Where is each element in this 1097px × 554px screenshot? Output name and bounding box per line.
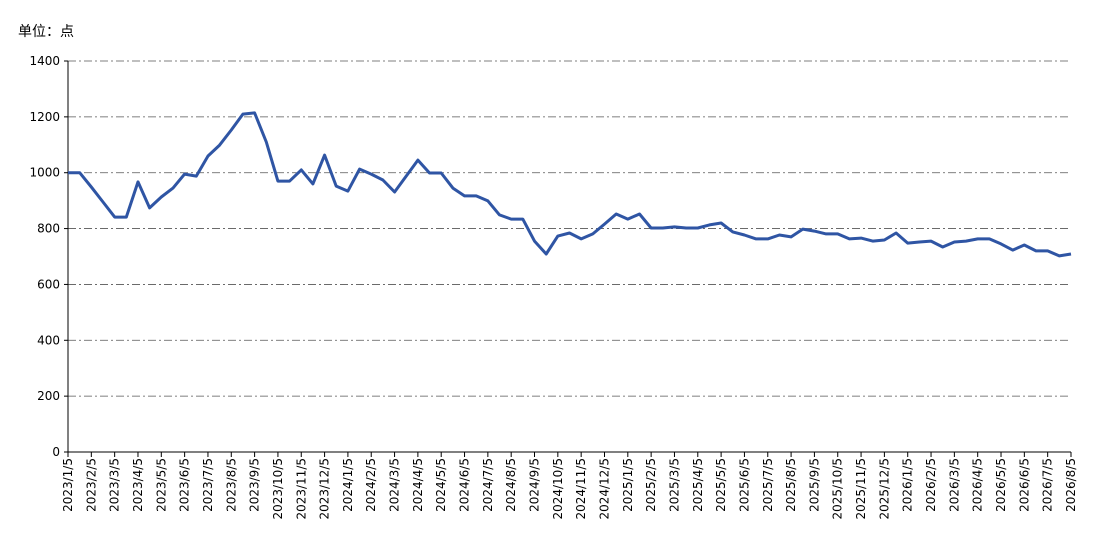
x-tick-label: 2026/2/5 xyxy=(924,458,938,512)
y-tick-label: 600 xyxy=(37,277,60,291)
x-tick-label: 2023/10/5 xyxy=(271,458,285,520)
x-tick-label: 2023/6/5 xyxy=(178,458,192,512)
y-tick-label: 0 xyxy=(52,445,60,459)
x-tick-label: 2023/3/5 xyxy=(108,458,122,512)
x-tick-label: 2024/12/5 xyxy=(597,458,611,520)
x-tick-label: 2024/10/5 xyxy=(551,458,565,520)
y-tick-label: 1000 xyxy=(29,166,60,180)
x-tick-label: 2023/2/5 xyxy=(84,458,98,512)
x-tick-label: 2025/8/5 xyxy=(784,458,798,512)
y-tick-label: 1400 xyxy=(29,54,60,68)
x-tick-label: 2026/5/5 xyxy=(994,458,1008,512)
x-tick-label: 2023/4/5 xyxy=(131,458,145,512)
x-tick-label: 2025/3/5 xyxy=(667,458,681,512)
x-tick-label: 2024/4/5 xyxy=(411,458,425,512)
data-line xyxy=(68,111,1072,258)
y-tick-label: 800 xyxy=(37,222,60,236)
y-tick-label: 400 xyxy=(37,333,60,347)
x-tick-label: 2025/12/5 xyxy=(877,458,891,520)
x-tick-label: 2024/2/5 xyxy=(364,458,378,512)
x-tick-label: 2024/1/5 xyxy=(341,458,355,512)
x-tick-label: 2025/6/5 xyxy=(737,458,751,512)
x-tick-label: 2023/9/5 xyxy=(248,458,262,512)
x-tick-label: 2024/11/5 xyxy=(574,458,588,520)
x-tick-label: 2025/11/5 xyxy=(854,458,868,520)
y-tick-label: 200 xyxy=(37,389,60,403)
x-tick-label: 2024/6/5 xyxy=(458,458,472,512)
x-tick-label: 2025/7/5 xyxy=(761,458,775,512)
x-tick-label: 2025/4/5 xyxy=(691,458,705,512)
x-tick-label: 2024/7/5 xyxy=(481,458,495,512)
x-tick-label: 2026/6/5 xyxy=(1017,458,1031,512)
x-tick-label: 2026/3/5 xyxy=(947,458,961,512)
x-tick-label: 2026/7/5 xyxy=(1041,458,1055,512)
x-tick-label: 2024/3/5 xyxy=(388,458,402,512)
x-tick-label: 2025/5/5 xyxy=(714,458,728,512)
x-tick-label: 2025/10/5 xyxy=(831,458,845,520)
x-tick-label: 2023/8/5 xyxy=(224,458,238,512)
x-tick-label: 2023/12/5 xyxy=(318,458,332,520)
x-tick-label: 2024/8/5 xyxy=(504,458,518,512)
x-tick-label: 2026/4/5 xyxy=(971,458,985,512)
x-tick-label: 2025/1/5 xyxy=(621,458,635,512)
x-tick-label: 2024/5/5 xyxy=(434,458,448,512)
x-tick-label: 2023/1/5 xyxy=(61,458,75,512)
x-tick-label: 2023/5/5 xyxy=(154,458,168,512)
x-tick-label: 2025/9/5 xyxy=(807,458,821,512)
y-unit: 单位：点 xyxy=(18,24,74,40)
x-tick-label: 2023/7/5 xyxy=(201,458,215,512)
x-tick-label: 2026/8/5 xyxy=(1064,458,1078,512)
y-tick-label: 1200 xyxy=(29,110,60,124)
x-tick-label: 2024/9/5 xyxy=(528,458,542,512)
x-tick-label: 2023/11/5 xyxy=(294,458,308,520)
x-tick-label: 2025/2/5 xyxy=(644,458,658,512)
x-tick-label: 2026/1/5 xyxy=(901,458,915,512)
